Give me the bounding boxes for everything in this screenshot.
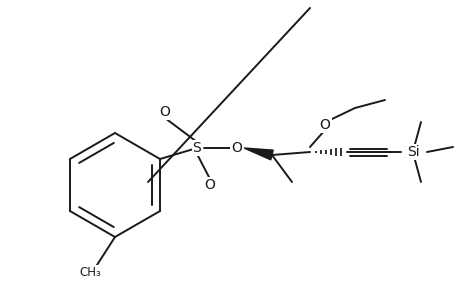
Text: O: O [159, 105, 170, 119]
Polygon shape [243, 148, 273, 160]
Text: Si: Si [406, 145, 419, 159]
Text: O: O [319, 118, 330, 132]
Text: O: O [204, 178, 215, 192]
Text: CH₃: CH₃ [79, 266, 101, 278]
Text: S: S [192, 141, 201, 155]
Text: O: O [231, 141, 242, 155]
